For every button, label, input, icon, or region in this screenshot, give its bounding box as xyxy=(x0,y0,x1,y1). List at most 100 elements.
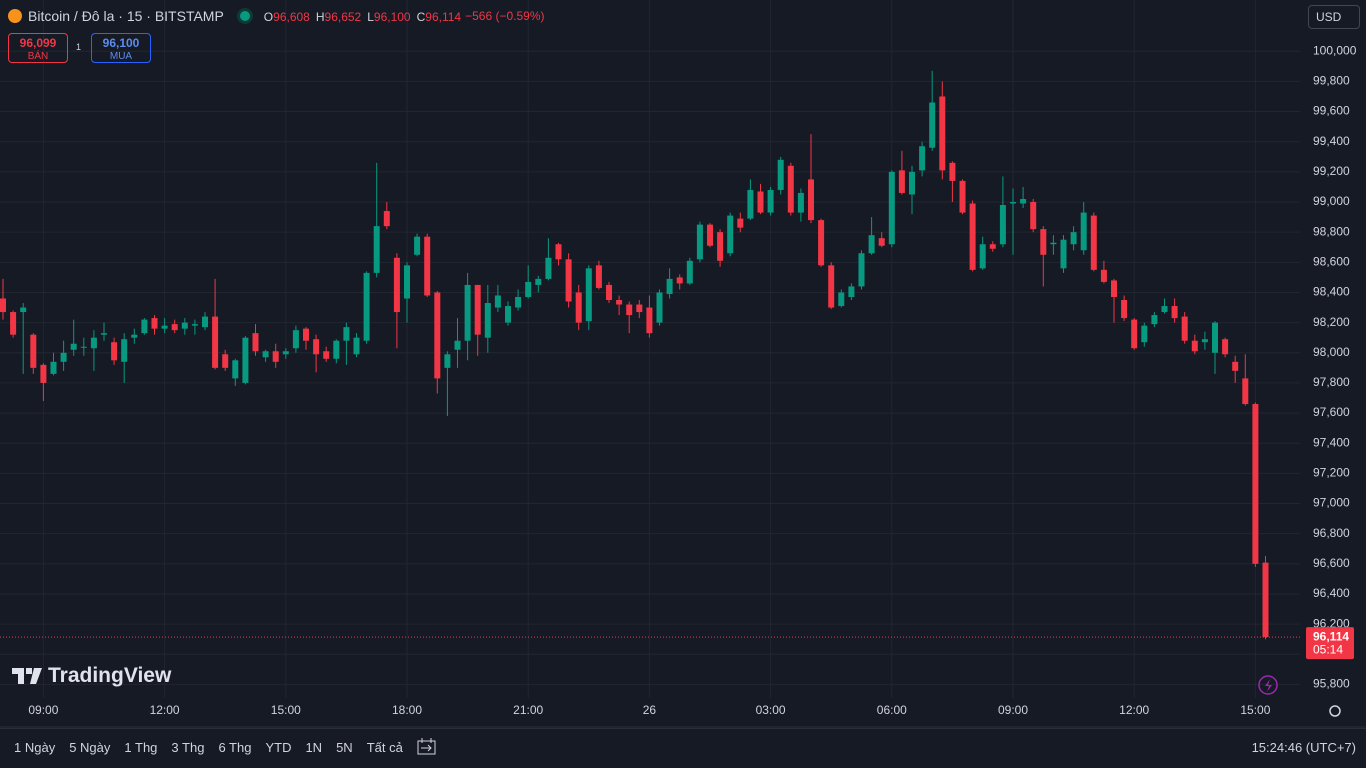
range-button[interactable]: 3 Thg xyxy=(171,739,205,755)
range-button[interactable]: 6 Thg xyxy=(218,739,252,755)
status-dot xyxy=(239,11,250,21)
candle-body xyxy=(999,205,1006,245)
ohlc-key: C xyxy=(416,10,426,24)
candle-body xyxy=(252,333,259,352)
range-button[interactable]: 5N xyxy=(336,739,353,755)
candle-body xyxy=(262,351,269,358)
candle-body xyxy=(737,218,744,228)
y-tick-label: 99,800 xyxy=(1313,74,1350,88)
y-tick-label: 96,600 xyxy=(1313,556,1350,570)
ohlc: O96,608 H96,652 L96,100 C96,114 xyxy=(262,8,465,24)
y-tick-label: 95,800 xyxy=(1313,677,1350,691)
candle-body xyxy=(989,244,996,249)
settings-icon[interactable] xyxy=(1329,705,1341,717)
candle-body xyxy=(101,333,107,335)
candle-body xyxy=(161,325,168,329)
x-tick-label: 12:00 xyxy=(1119,703,1149,717)
candle-body xyxy=(222,354,229,368)
candle-body xyxy=(1262,562,1269,638)
range-button[interactable]: 1 Ngày xyxy=(14,739,56,755)
y-tick-label: 99,000 xyxy=(1313,194,1350,208)
date-range-icon[interactable] xyxy=(415,737,439,757)
x-tick-label: 18:00 xyxy=(392,703,422,717)
candle-body xyxy=(0,298,6,313)
candle-body xyxy=(90,337,97,349)
candle-body xyxy=(1050,242,1057,245)
candle-body xyxy=(535,278,542,285)
candle-body xyxy=(70,343,77,350)
candle-body xyxy=(666,278,673,294)
toolbar: 1 Ngày 5 Ngày 1 Thg 3 Thg 6 Thg YTD 1N 5N Tất cả… xyxy=(0,728,1366,765)
candle-body xyxy=(1060,239,1067,269)
candle-body xyxy=(111,342,118,361)
watermark: TradingView xyxy=(12,664,171,688)
range-button[interactable]: 1 Thg xyxy=(124,739,158,755)
candle-body xyxy=(383,211,390,227)
candle-body xyxy=(767,189,774,213)
change: −566 (−0.59%) xyxy=(465,9,545,23)
clock: 15:24:46 (UTC+7) xyxy=(1251,739,1356,755)
candle-body xyxy=(1030,202,1037,230)
candle-body xyxy=(434,292,441,379)
candle-body xyxy=(555,244,562,260)
candle-body xyxy=(1161,306,1168,313)
candle-body xyxy=(747,189,754,219)
y-tick-label: 98,600 xyxy=(1313,254,1350,268)
y-tick-label: 98,200 xyxy=(1313,315,1350,329)
candle-body xyxy=(353,337,360,355)
y-tick-label: 96,200 xyxy=(1313,616,1350,630)
ohlc-key: O xyxy=(263,10,274,24)
candle-body xyxy=(1201,339,1208,343)
candle-body xyxy=(515,296,522,308)
x-tick-label: 06:00 xyxy=(877,703,907,717)
candle-body xyxy=(323,351,330,359)
candle-body xyxy=(656,292,663,323)
y-tick-label: 98,800 xyxy=(1313,224,1350,238)
candle-body xyxy=(676,277,683,284)
candle-body xyxy=(40,364,47,383)
candle-body xyxy=(80,346,87,348)
sell-button[interactable]: 96,099 BÁN xyxy=(8,33,68,63)
candle-body xyxy=(959,180,966,213)
candle-body xyxy=(696,224,703,260)
candle-body xyxy=(686,260,693,284)
x-tick-label: 15:00 xyxy=(271,703,301,717)
buy-button[interactable]: 96,100 MUA xyxy=(91,33,151,63)
candle-body xyxy=(636,304,643,313)
candle-body xyxy=(1040,229,1047,255)
candle-body xyxy=(505,306,511,323)
candle-body xyxy=(1121,300,1128,319)
candle-body xyxy=(787,165,794,213)
candle-body xyxy=(393,257,400,313)
candle-body xyxy=(1080,212,1087,251)
range-button[interactable]: Tất cả xyxy=(366,739,403,755)
x-tick-label: 09:00 xyxy=(998,703,1028,717)
candle-body xyxy=(1222,339,1229,355)
candle-body xyxy=(878,238,885,246)
range-button[interactable]: 1N xyxy=(305,739,323,755)
sell-label: BÁN xyxy=(27,51,49,62)
candle-body xyxy=(30,334,37,368)
btc-icon xyxy=(8,9,22,23)
candle-body xyxy=(575,292,582,323)
candle-body xyxy=(1212,322,1218,353)
candle-body xyxy=(757,191,764,213)
candle-body xyxy=(1171,306,1178,319)
candle-body xyxy=(414,236,421,255)
buy-label: MUA xyxy=(109,51,133,62)
range-button[interactable]: YTD xyxy=(265,739,292,755)
currency[interactable]: USD xyxy=(1308,5,1360,29)
candle-body xyxy=(171,324,178,331)
candle-body xyxy=(838,292,845,307)
candle-body xyxy=(646,307,653,334)
candle-body xyxy=(272,351,279,362)
candle-body xyxy=(494,295,501,308)
candle-body xyxy=(1151,315,1158,325)
y-tick-label: 96,800 xyxy=(1313,526,1350,540)
range-button[interactable]: 5 Ngày xyxy=(69,739,111,755)
candle-body xyxy=(919,146,926,171)
y-tick-label: 97,800 xyxy=(1313,375,1350,389)
candle-body xyxy=(1141,325,1148,343)
candle-body xyxy=(979,244,986,269)
